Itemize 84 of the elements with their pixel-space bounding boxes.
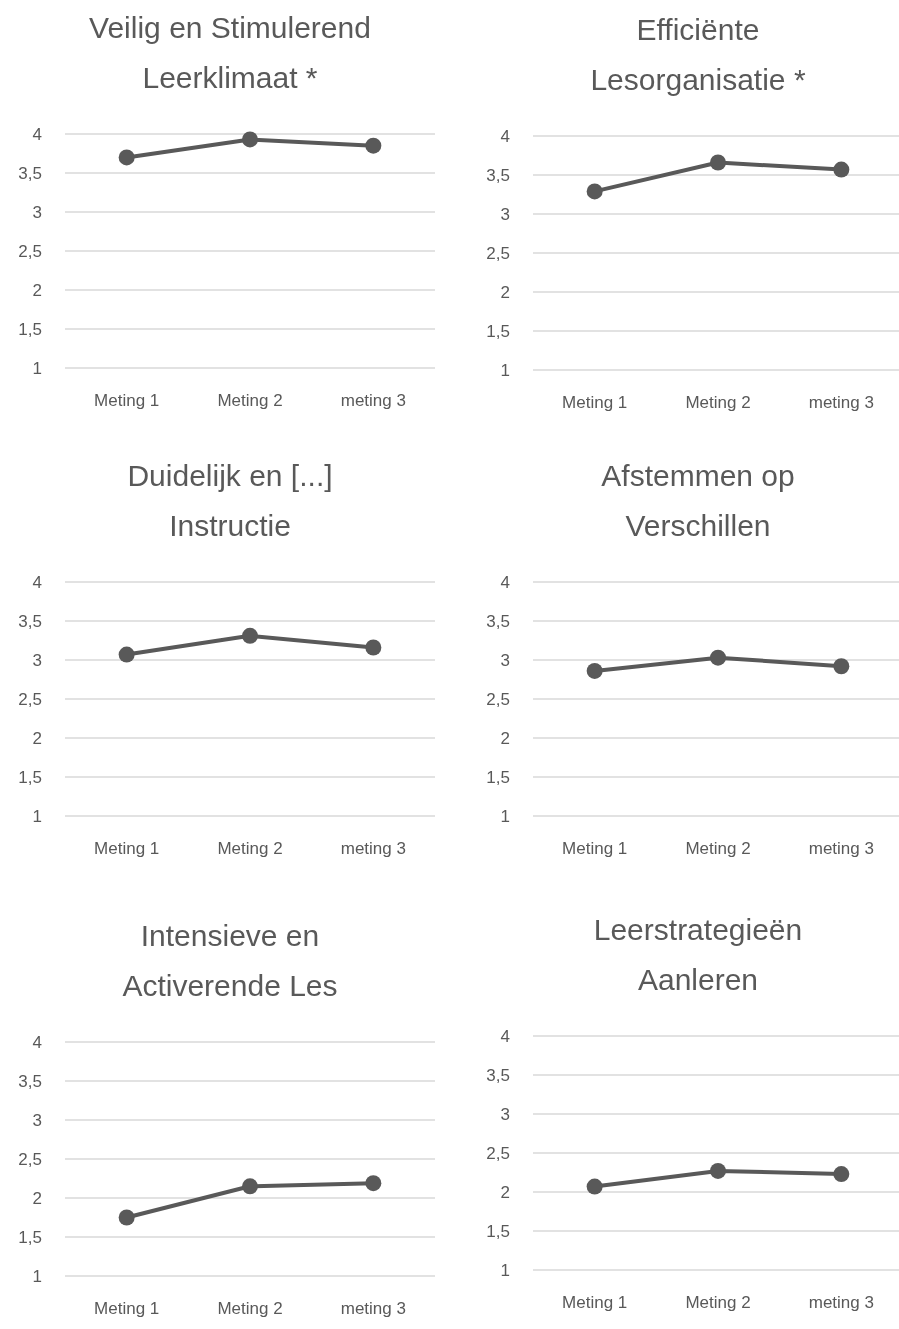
y-tick-label: 1,5 bbox=[486, 1221, 510, 1241]
x-tick-label: meting 3 bbox=[808, 839, 874, 858]
chart-title: Duidelijk en [...] Instructie bbox=[127, 459, 333, 542]
y-tick-label: 1 bbox=[500, 1260, 510, 1280]
y-tick-label: 3,5 bbox=[18, 1071, 42, 1091]
y-tick-label: 1 bbox=[32, 358, 42, 378]
point bbox=[242, 627, 258, 644]
point bbox=[586, 183, 603, 200]
chart-title: Afstemmen op Verschillen bbox=[601, 459, 795, 542]
x-tick-label: Meting 2 bbox=[685, 1293, 751, 1312]
point bbox=[833, 658, 850, 675]
x-tick-label: meting 3 bbox=[808, 393, 874, 412]
y-tick-label: 3,5 bbox=[486, 1065, 510, 1085]
y-tick-label: 3 bbox=[500, 1104, 510, 1124]
x-tick-label: Meting 1 bbox=[94, 1299, 160, 1318]
y-tick-label: 1,5 bbox=[18, 1227, 42, 1247]
y-tick-label: 1 bbox=[32, 1266, 42, 1286]
point bbox=[118, 149, 135, 166]
point bbox=[365, 639, 382, 656]
y-tick-label: 3,5 bbox=[486, 165, 510, 185]
y-tick-label: 4 bbox=[500, 1026, 510, 1046]
y-tick-label: 3,5 bbox=[18, 611, 42, 631]
chart-title: Intensieve en Activerende Les bbox=[122, 919, 338, 1002]
y-tick-label: 3 bbox=[32, 202, 42, 222]
x-tick-label: Meting 2 bbox=[217, 391, 283, 410]
y-tick-label: 2,5 bbox=[486, 1143, 510, 1163]
y-tick-label: 2,5 bbox=[18, 1149, 42, 1169]
x-tick-label: Meting 2 bbox=[685, 393, 751, 412]
y-tick-label: 2 bbox=[32, 280, 42, 300]
y-tick-label: 2,5 bbox=[18, 241, 42, 261]
chart-title: Efficiënte Lesorganisatie * bbox=[590, 13, 806, 96]
x-tick-label: Meting 2 bbox=[685, 839, 751, 858]
y-tick-label: 2,5 bbox=[18, 689, 42, 709]
y-tick-label: 4 bbox=[32, 572, 42, 592]
point bbox=[710, 154, 726, 171]
x-tick-label: meting 3 bbox=[340, 839, 406, 858]
y-tick-label: 3 bbox=[500, 650, 510, 670]
point bbox=[710, 649, 726, 666]
y-tick-label: 4 bbox=[32, 124, 42, 144]
y-tick-label: 2 bbox=[32, 728, 42, 748]
point bbox=[118, 646, 135, 663]
x-tick-label: Meting 2 bbox=[217, 839, 283, 858]
y-tick-label: 3,5 bbox=[18, 163, 42, 183]
y-tick-label: 3 bbox=[32, 650, 42, 670]
y-tick-label: 2,5 bbox=[486, 689, 510, 709]
x-tick-label: meting 3 bbox=[340, 1299, 406, 1318]
x-tick-label: Meting 1 bbox=[94, 839, 160, 858]
y-tick-label: 2 bbox=[500, 282, 510, 302]
x-tick-label: meting 3 bbox=[808, 1293, 874, 1312]
x-tick-label: Meting 1 bbox=[94, 391, 160, 410]
chart-title: Veilig en Stimulerend Leerklimaat * bbox=[89, 11, 371, 94]
point bbox=[710, 1162, 726, 1179]
y-tick-label: 2,5 bbox=[486, 243, 510, 263]
point bbox=[242, 131, 258, 148]
x-tick-label: Meting 1 bbox=[562, 1293, 628, 1312]
point bbox=[365, 1175, 382, 1192]
y-tick-label: 1 bbox=[32, 806, 42, 826]
point bbox=[586, 1178, 603, 1195]
y-tick-label: 2 bbox=[32, 1188, 42, 1208]
point bbox=[118, 1209, 135, 1226]
point bbox=[365, 137, 382, 154]
point bbox=[833, 1166, 850, 1183]
x-tick-label: Meting 2 bbox=[217, 1299, 283, 1318]
point bbox=[242, 1178, 258, 1195]
y-tick-label: 1,5 bbox=[486, 767, 510, 787]
y-tick-label: 3,5 bbox=[486, 611, 510, 631]
y-tick-label: 3 bbox=[500, 204, 510, 224]
y-tick-label: 2 bbox=[500, 728, 510, 748]
y-tick-label: 2 bbox=[500, 1182, 510, 1202]
y-tick-label: 1,5 bbox=[18, 767, 42, 787]
y-tick-label: 4 bbox=[500, 572, 510, 592]
y-tick-label: 1,5 bbox=[486, 321, 510, 341]
y-tick-label: 3 bbox=[32, 1110, 42, 1130]
point bbox=[833, 161, 850, 178]
y-tick-label: 4 bbox=[32, 1032, 42, 1052]
y-tick-label: 1 bbox=[500, 360, 510, 380]
y-tick-label: 1 bbox=[500, 806, 510, 826]
y-tick-label: 4 bbox=[500, 126, 510, 146]
chart-title: Leerstrategieën Aanleren bbox=[593, 913, 803, 996]
x-tick-label: Meting 1 bbox=[562, 393, 628, 412]
x-tick-label: meting 3 bbox=[340, 391, 406, 410]
point bbox=[586, 662, 603, 679]
y-tick-label: 1,5 bbox=[18, 319, 42, 339]
x-tick-label: Meting 1 bbox=[562, 839, 628, 858]
